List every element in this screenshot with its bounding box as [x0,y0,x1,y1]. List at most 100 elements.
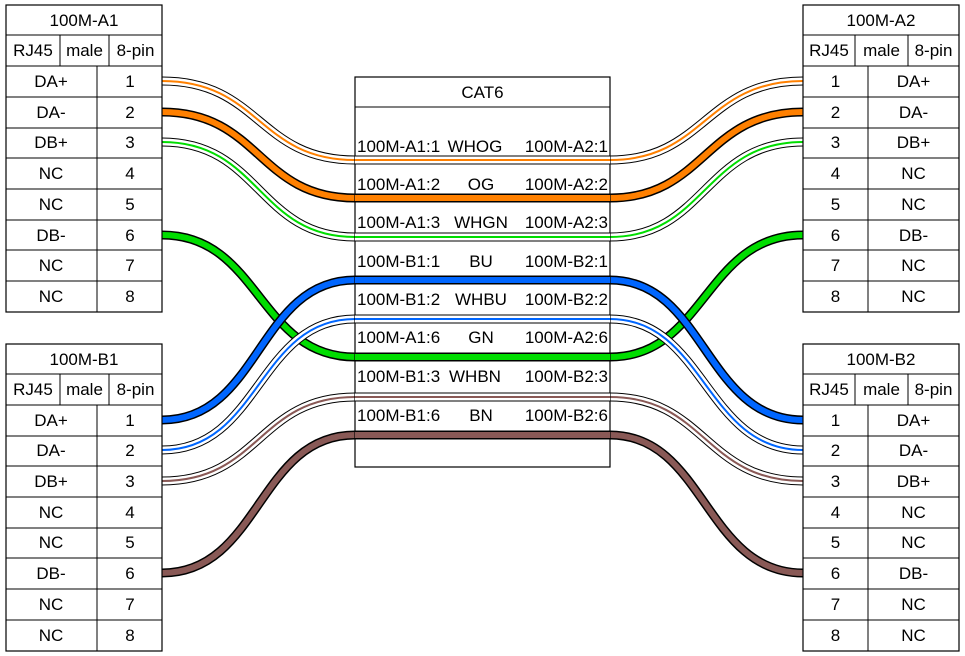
wire-from: 100M-B1:6 [357,406,440,425]
cable-wire-row: 100M-B1:1 BU 100M-B2:1 [357,252,608,271]
pin-number: 2 [125,103,134,122]
connector-type: RJ45 [13,380,53,399]
wire-color: BU [469,252,493,271]
pin-number: 8 [125,626,134,645]
wire-to: 100M-A2:2 [525,175,608,194]
connector-title: 100M-B2 [847,350,916,369]
pin-label: NC [901,533,926,552]
wire-color: WHBN [449,367,501,386]
pin-label: DA- [36,441,65,460]
pin-label: NC [901,595,926,614]
pin-number: 2 [125,441,134,460]
pin-label: NC [39,503,64,522]
wire-color: BN [469,406,493,425]
cable-wire-row: 100M-A1:6 GN 100M-A2:6 [357,328,608,347]
connector-100m-b1: 100M-B1 RJ45 male 8-pin DA+ 1 DA- 2 DB+ … [5,343,163,652]
connector-100m-b2: 100M-B2 RJ45 male 8-pin 1 DA+ 2 DA- 3 DB… [802,343,960,652]
pin-label: DA+ [897,411,931,430]
wire-to: 100M-A2:6 [525,328,608,347]
pin-number: 4 [125,164,134,183]
pin-label: NC [901,164,926,183]
connector-title: 100M-B1 [50,350,119,369]
cable-wire-row: 100M-B1:2 WHBU 100M-B2:2 [357,290,608,309]
pin-label: DB- [36,564,65,583]
wire-from: 100M-B1:3 [357,367,440,386]
pin-label: NC [901,503,926,522]
pin-number: 7 [125,595,134,614]
wire-color: WHGN [454,213,508,232]
pin-label: NC [901,256,926,275]
connector-title: 100M-A1 [50,11,119,30]
wire-from: 100M-A1:6 [357,328,440,347]
pin-label: NC [901,195,926,214]
wire-to: 100M-B2:1 [525,252,608,271]
pin-number: 6 [831,564,840,583]
pin-label: DB- [899,564,928,583]
pin-label: DA- [36,103,65,122]
pin-number: 3 [125,472,134,491]
pin-label: NC [39,195,64,214]
wire-to: 100M-B2:6 [525,406,608,425]
pin-number: 7 [831,256,840,275]
pin-label: DA+ [34,411,68,430]
cable-wire-row: 100M-A1:2 OG 100M-A2:2 [357,175,608,194]
pin-number: 1 [125,72,134,91]
pin-label: DA+ [34,72,68,91]
cable-cat6: CAT6 100M-A1:1 WHOG [354,76,611,468]
pin-number: 1 [831,411,840,430]
pin-number: 4 [831,503,840,522]
pin-number: 2 [831,103,840,122]
connector-type: RJ45 [809,380,849,399]
pin-number: 5 [831,195,840,214]
wire-from: 100M-A1:2 [357,175,440,194]
pin-label: DB+ [897,133,931,152]
connector-gender: male [863,41,900,60]
wire-to: 100M-B2:2 [525,290,608,309]
pin-number: 8 [831,287,840,306]
pin-label: NC [39,595,64,614]
pin-number: 2 [831,441,840,460]
pin-number: 5 [831,533,840,552]
cable-wire-row: 100M-A1:1 WHOG 100M-A2:1 [357,137,608,156]
pin-number: 3 [831,133,840,152]
pin-label: NC [901,287,926,306]
pin-number: 4 [125,503,134,522]
pin-number: 7 [831,595,840,614]
wire-color: GN [468,328,494,347]
pin-number: 6 [831,226,840,245]
cable-wire-row: 100M-A1:3 WHGN 100M-A2:3 [357,213,608,232]
wire-to: 100M-B2:3 [525,367,608,386]
connector-type: RJ45 [13,41,53,60]
pin-number: 1 [125,411,134,430]
cable-title: CAT6 [461,83,503,102]
connector-100m-a2: 100M-A2 RJ45 male 8-pin 1 DA+ 2 DA- 3 DB… [802,4,960,313]
pin-number: 5 [125,533,134,552]
pin-label: DB+ [34,133,68,152]
pin-label: DB+ [34,472,68,491]
connector-pincount: 8-pin [915,41,953,60]
wire-color: OG [468,175,494,194]
pin-label: NC [39,287,64,306]
cable-wire-segments [355,155,610,440]
wire-to: 100M-A2:3 [525,213,608,232]
cable-wire-row: 100M-B1:3 WHBN 100M-B2:3 [357,367,608,386]
connector-type: RJ45 [809,41,849,60]
pin-label: NC [39,256,64,275]
pin-label: DB+ [897,472,931,491]
wire-from: 100M-B1:2 [357,290,440,309]
pin-label: DB- [899,226,928,245]
connector-gender: male [66,380,103,399]
pin-number: 1 [831,72,840,91]
connector-gender: male [66,41,103,60]
pin-number: 7 [125,256,134,275]
pin-label: NC [39,164,64,183]
wire-from: 100M-A1:3 [357,213,440,232]
pin-number: 6 [125,226,134,245]
wire-from: 100M-A1:1 [357,137,440,156]
connector-title: 100M-A2 [847,11,916,30]
pin-label: NC [39,533,64,552]
wire-color: WHBU [455,290,507,309]
pin-number: 4 [831,164,840,183]
pin-number: 3 [125,133,134,152]
